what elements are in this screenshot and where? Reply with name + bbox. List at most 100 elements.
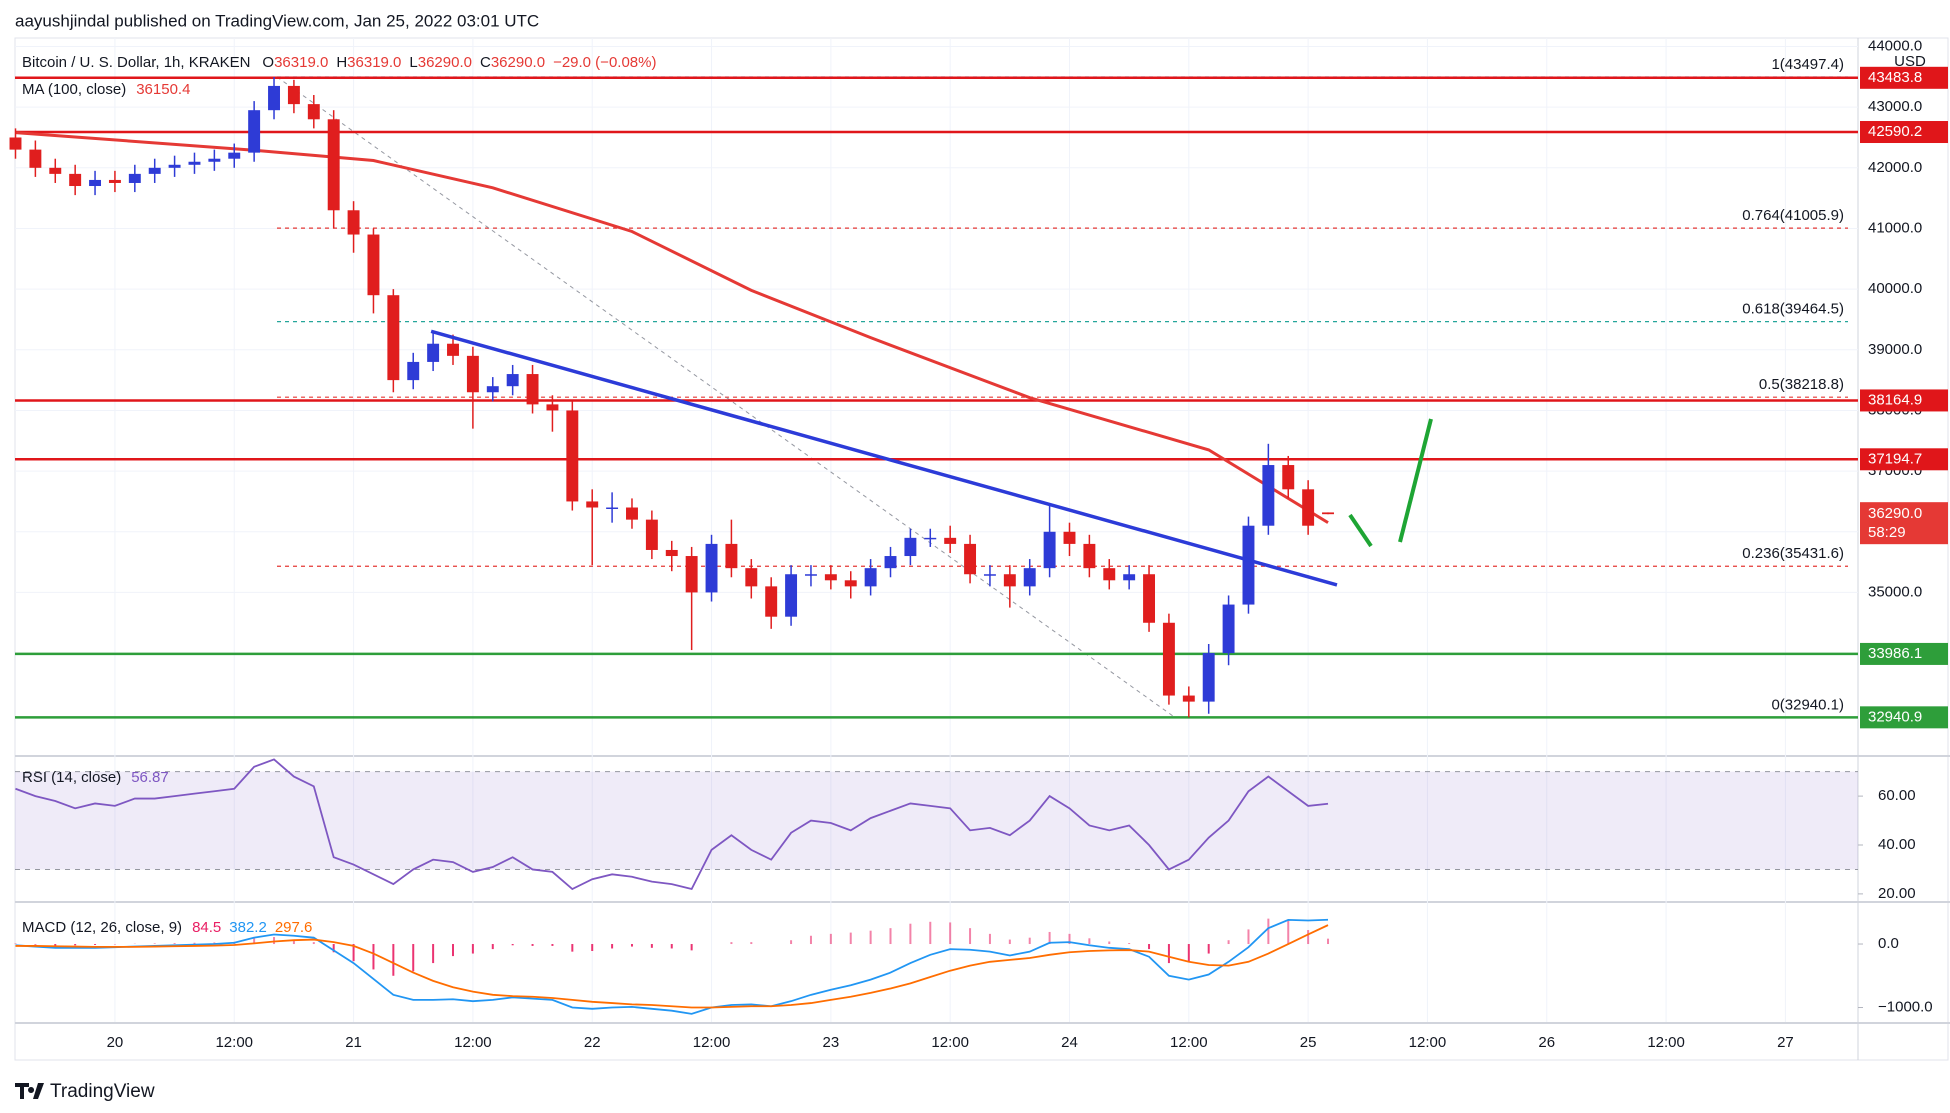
candle-body [924,537,937,540]
fib-label: 0.236(35431.6) [1742,545,1844,562]
candle-body [626,507,638,520]
candle-body [765,586,778,617]
x-tick-label: 12:00 [1170,1034,1208,1051]
candle-body [1023,568,1036,587]
candle-body [347,210,360,235]
fib-label: 0(32940.1) [1771,696,1844,713]
macd-line [15,924,1329,1009]
candle-body [705,543,718,593]
y-tick-label: 35000.0 [1868,583,1922,600]
candle-body [1143,574,1156,623]
x-tick-label: 12:00 [1409,1034,1447,1051]
level-label: 32940.9 [1868,708,1922,725]
y-tick-label: 41000.0 [1868,219,1922,236]
footer-logo: TradingView [50,1081,155,1102]
candle-body [864,568,877,587]
candle-body [327,119,340,211]
fib-label: 0.618(39464.5) [1742,301,1844,318]
symbol: Bitcoin / U. S. Dollar, 1h, KRAKEN [22,54,250,71]
candle-body [208,158,221,162]
candle-body [606,507,619,510]
candle-body [884,556,897,569]
candle-body [506,374,519,387]
candle-body [1302,489,1315,526]
ohlc-value: 36319.0 [347,54,401,71]
last-price-box [1860,502,1948,545]
plot-frame [14,37,1949,1061]
x-tick-label: 21 [345,1034,362,1051]
candle-body [486,386,499,393]
x-tick-label: 27 [1777,1034,1794,1051]
candle-body [546,404,559,411]
candle-body [824,574,837,581]
candle-body [1063,531,1076,544]
y-tick-label: 39000.0 [1868,341,1922,358]
level-box [1860,706,1948,729]
x-tick-label: 25 [1300,1034,1317,1051]
candle-body [168,164,181,168]
candle-body [427,343,440,362]
rsi-name: RSI (14, close) [22,769,121,786]
macd-name: MACD (12, 26, close, 9) [22,919,182,936]
candle-body [665,549,678,557]
ohlc-key: C [480,54,491,71]
layers: 20 12:00 21 12:00 22 12:00 23 12:00 24 12:00 25 12:… [9,37,1950,1061]
candle-body [964,543,977,575]
candle-body [1182,695,1195,702]
candle-body [1103,568,1116,581]
candle-body [228,152,241,159]
ma-value: 36150.4 [136,81,190,98]
candle-body [29,149,42,168]
y-tick-label: 40000.0 [1868,280,1922,297]
rsi-value: 56.87 [131,769,169,786]
rsi-line [15,758,1329,891]
level-label: 37194.7 [1868,450,1922,467]
level-label: 43483.8 [1868,69,1922,86]
y-tick-label: 40.00 [1878,836,1916,853]
x-tick-label: 26 [1538,1034,1555,1051]
candle-body [586,501,599,508]
currency: USD [1894,53,1926,70]
ohlc: O36319.0 H36319.0 L36290.0 C36290.0 [262,54,545,71]
candle-body [9,137,22,150]
legend-macd: MACD (12, 26, close, 9) 84.5 382.2 297.6 [22,919,312,936]
candle-body [645,519,658,550]
candle-body [1003,574,1016,587]
candle-body [89,179,102,187]
candle-body [1162,622,1175,696]
level-box [1860,448,1948,471]
legend-main: Bitcoin / U. S. Dollar, 1h, KRAKEN O36319… [22,54,656,71]
fib-label: 0.5(38218.8) [1759,376,1844,393]
candle-body [466,355,479,393]
candle-body [128,173,141,183]
signal-value: 297.6 [275,919,313,936]
y-tick-label: 60.00 [1878,787,1916,804]
legend-rsi: RSI (14, close) 56.87 [22,769,169,786]
candle-body [785,574,798,617]
candle-body [1322,512,1334,515]
ma-name: MA (100, close) [22,81,126,98]
candle-body [983,574,996,576]
level-box [1860,642,1948,665]
level-box [1860,389,1948,412]
candle-body [108,179,121,183]
x-tick-label: 24 [1061,1034,1078,1051]
x-tick-label: 12:00 [454,1034,492,1051]
candle-body [566,410,579,502]
ohlc-key: H [336,54,347,71]
change: −29.0 (−0.08%) [553,54,656,71]
candle-body [49,167,62,174]
macd-value: 382.2 [229,919,267,936]
y-tick-label: 43000.0 [1868,98,1922,115]
candle-body [287,85,300,105]
trendline [430,329,1338,587]
y-tick-label: 20.00 [1878,885,1916,902]
candle-body [268,85,280,111]
ohlc-key: L [409,54,417,71]
candle-body [1282,465,1295,490]
candle-body [904,537,917,557]
candle-body [69,173,82,187]
legend-ma: MA (100, close) 36150.4 [22,81,190,98]
candle-body [407,361,420,381]
